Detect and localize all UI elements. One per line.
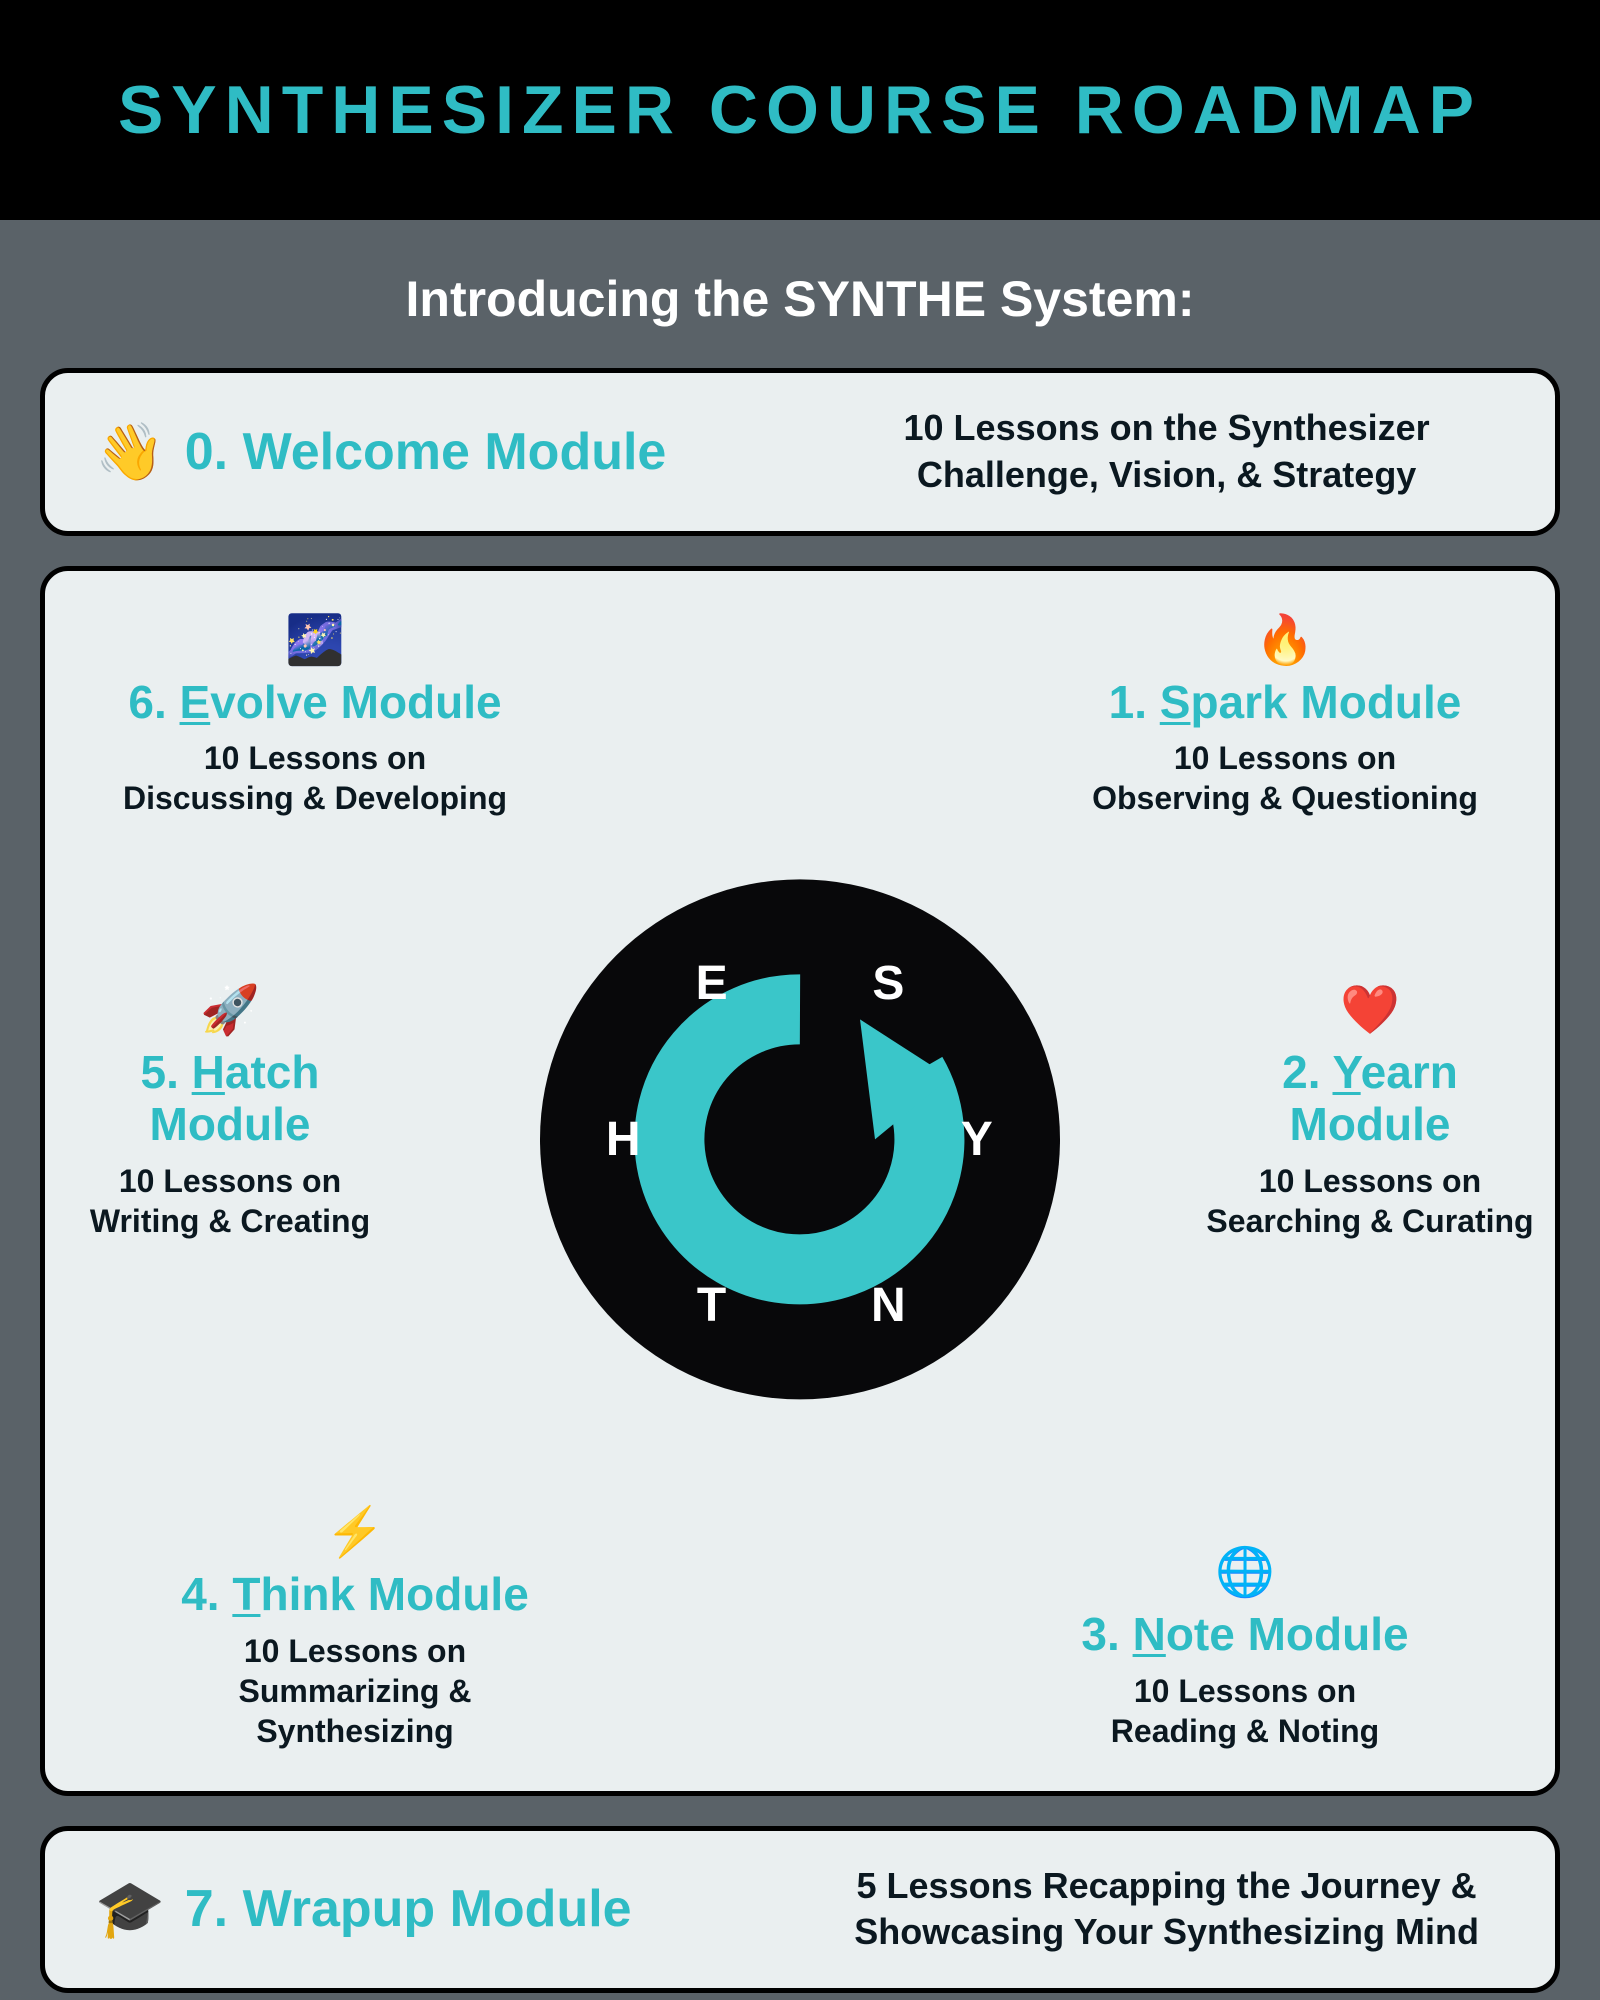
module-2-desc: 10 Lessons on Searching & Curating	[1205, 1161, 1535, 1241]
module-5-hatch: 🚀 5. Hatch Module 10 Lessons on Writing …	[65, 981, 395, 1242]
wrapup-module-desc: 5 Lessons Recapping the Journey & Showca…	[828, 1863, 1505, 1957]
lightning-icon: ⚡	[145, 1503, 565, 1560]
module-2-yearn: ❤️ 2. Yearn Module 10 Lessons on Searchi…	[1205, 981, 1535, 1242]
module-5-desc-l1: 10 Lessons on	[119, 1163, 341, 1199]
graduation-cap-icon: 🎓	[95, 1876, 165, 1942]
module-5-desc-l2: Writing & Creating	[90, 1203, 370, 1239]
module-1-title: 1. Spark Module	[1075, 676, 1495, 729]
rocket-icon: 🚀	[65, 981, 395, 1038]
galaxy-icon: 🌌	[105, 611, 525, 668]
module-5-desc: 10 Lessons on Writing & Creating	[65, 1161, 395, 1241]
module-3-title: 3. Note Module	[1035, 1608, 1455, 1661]
module-4-title: 4. Think Module	[145, 1568, 565, 1621]
wrapup-left: 🎓 7. Wrapup Module	[95, 1876, 772, 1942]
module-2-desc-l2: Searching & Curating	[1206, 1203, 1533, 1239]
content-area: 👋 0. Welcome Module 10 Lessons on the Sy…	[0, 368, 1600, 1993]
module-3-number: 3.	[1081, 1608, 1119, 1660]
module-3-rest: ote Module	[1166, 1608, 1409, 1660]
module-3-first-letter: N	[1133, 1608, 1166, 1660]
module-3-note: 🌐 3. Note Module 10 Lessons on Reading &…	[1035, 1543, 1455, 1751]
wheel-letter-e: E	[696, 955, 728, 1010]
module-6-rest: volve Module	[210, 676, 501, 728]
wrapup-module-title: 7. Wrapup Module	[185, 1879, 632, 1939]
welcome-title-text: Welcome Module	[243, 423, 667, 481]
welcome-left: 👋 0. Welcome Module	[95, 419, 772, 485]
header-banner: SYNTHESIZER COURSE ROADMAP	[0, 0, 1600, 220]
module-4-rest: hink Module	[260, 1568, 528, 1620]
module-1-desc-l2: Observing & Questioning	[1092, 780, 1478, 816]
wheel-letter-y: Y	[961, 1111, 993, 1166]
module-5-number: 5.	[141, 1046, 179, 1098]
module-6-evolve: 🌌 6. Evolve Module 10 Lessons on Discuss…	[105, 611, 525, 819]
module-6-first-letter: E	[180, 676, 211, 728]
module-5-first-letter: H	[192, 1046, 225, 1098]
module-1-desc-l1: 10 Lessons on	[1174, 740, 1396, 776]
module-4-first-letter: T	[232, 1568, 260, 1620]
module-1-first-letter: S	[1160, 676, 1191, 728]
module-2-title: 2. Yearn Module	[1205, 1046, 1535, 1152]
wrapup-title-text: Wrapup Module	[243, 1880, 632, 1938]
welcome-number: 0.	[185, 423, 228, 481]
wrapup-module-card: 🎓 7. Wrapup Module 5 Lessons Recapping t…	[40, 1826, 1560, 1994]
module-1-desc: 10 Lessons on Observing & Questioning	[1075, 738, 1495, 818]
module-6-title: 6. Evolve Module	[105, 676, 525, 729]
module-2-number: 2.	[1282, 1046, 1320, 1098]
cycle-arrow-icon	[630, 969, 970, 1309]
module-6-number: 6.	[128, 676, 166, 728]
module-4-number: 4.	[181, 1568, 219, 1620]
welcome-module-title: 0. Welcome Module	[185, 422, 667, 482]
module-5-title: 5. Hatch Module	[65, 1046, 395, 1152]
wheel-letter-t: T	[697, 1278, 726, 1333]
module-1-number: 1.	[1109, 676, 1147, 728]
wheel-bg-circle: S Y N T H E	[540, 879, 1060, 1399]
module-2-desc-l1: 10 Lessons on	[1259, 1163, 1481, 1199]
synthe-wheel: S Y N T H E	[540, 879, 1060, 1399]
module-6-desc: 10 Lessons on Discussing & Developing	[105, 738, 525, 818]
heart-icon: ❤️	[1205, 981, 1535, 1038]
main-modules-card: 🌌 6. Evolve Module 10 Lessons on Discuss…	[40, 566, 1560, 1796]
fire-icon: 🔥	[1075, 611, 1495, 668]
module-3-desc-l1: 10 Lessons on	[1134, 1673, 1356, 1709]
subtitle: Introducing the SYNTHE System:	[0, 270, 1600, 328]
module-3-desc-l2: Reading & Noting	[1111, 1713, 1379, 1749]
wheel-letter-s: S	[872, 955, 904, 1010]
module-4-desc: 10 Lessons on Summarizing & Synthesizing	[145, 1631, 565, 1751]
module-4-think: ⚡ 4. Think Module 10 Lessons on Summariz…	[145, 1503, 565, 1751]
wheel-letter-h: H	[606, 1111, 641, 1166]
module-1-rest: park Module	[1190, 676, 1461, 728]
module-6-desc-l1: 10 Lessons on	[204, 740, 426, 776]
module-4-desc-l1: 10 Lessons on	[244, 1633, 466, 1669]
module-6-desc-l2: Discussing & Developing	[123, 780, 507, 816]
module-1-spark: 🔥 1. Spark Module 10 Lessons on Observin…	[1075, 611, 1495, 819]
wave-icon: 👋	[95, 419, 165, 485]
page-title: SYNTHESIZER COURSE ROADMAP	[118, 71, 1482, 149]
module-3-desc: 10 Lessons on Reading & Noting	[1035, 1671, 1455, 1751]
welcome-module-desc: 10 Lessons on the Synthesizer Challenge,…	[828, 405, 1505, 499]
module-2-first-letter: Y	[1333, 1046, 1361, 1098]
wrapup-number: 7.	[185, 1880, 228, 1938]
wheel-letter-n: N	[871, 1278, 906, 1333]
welcome-module-card: 👋 0. Welcome Module 10 Lessons on the Sy…	[40, 368, 1560, 536]
module-4-desc-l2: Summarizing & Synthesizing	[239, 1673, 472, 1749]
globe-icon: 🌐	[1035, 1543, 1455, 1600]
